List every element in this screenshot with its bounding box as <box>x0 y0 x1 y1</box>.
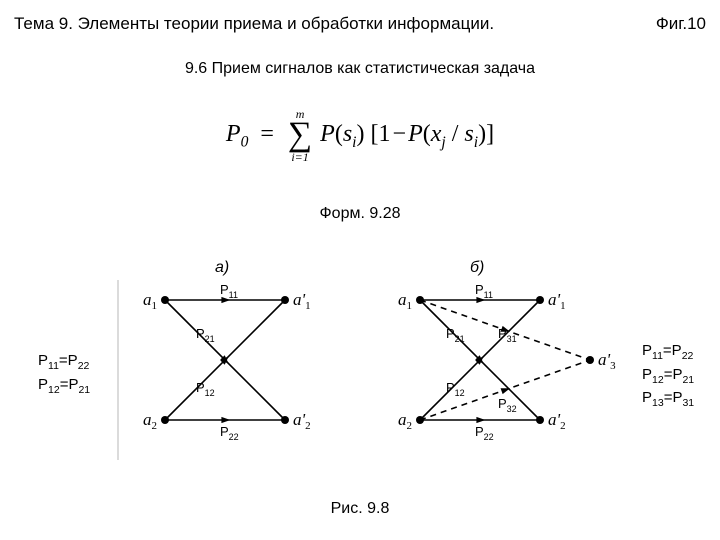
node-label: a'1 <box>548 290 566 312</box>
node <box>416 296 424 304</box>
lhs-sub: 0 <box>241 134 249 151</box>
panel-label: а) <box>215 259 229 276</box>
formula-label: Форм. 9.28 <box>0 205 720 223</box>
node <box>161 416 169 424</box>
edge-label: P11 <box>475 282 493 300</box>
node-label: a1 <box>143 290 157 312</box>
node-label: a'2 <box>293 410 311 432</box>
edge-label: P12 <box>446 380 465 398</box>
P-si: P(si) <box>320 121 370 147</box>
P-xj-si: P(xj / si) <box>408 121 486 147</box>
node-label: a1 <box>398 290 412 312</box>
figure-caption: Рис. 9.8 <box>0 500 720 518</box>
lhs-P: P <box>226 121 241 147</box>
edge-label: P12 <box>196 380 215 398</box>
figure-number: Фиг.10 <box>656 14 706 34</box>
node-label: a2 <box>398 410 412 432</box>
node <box>161 296 169 304</box>
summation: m ∑ i=1 <box>288 108 312 163</box>
node-label: a'2 <box>548 410 566 432</box>
node-label: a'1 <box>293 290 311 312</box>
formula-9-28: P0 = m ∑ i=1 P(si) [1−P(xj / si)] <box>0 108 720 163</box>
node <box>281 416 289 424</box>
node-label: a2 <box>143 410 157 432</box>
sum-lower: i=1 <box>288 151 312 163</box>
edge-label: P22 <box>475 424 494 442</box>
node <box>586 356 594 364</box>
edge-label: P31 <box>498 326 517 344</box>
panel-label: б) <box>470 259 484 276</box>
sigma-icon: ∑ <box>288 120 312 151</box>
section-subtitle: 9.6 Прием сигналов как статистическая за… <box>0 60 720 78</box>
node <box>536 296 544 304</box>
diagram-svg: а)P11P21P12P22a1a2a'1a'2б)P11P21P12P22P3… <box>0 250 720 490</box>
edge-label: P32 <box>498 396 517 414</box>
topic-title: Тема 9. Элементы теории приема и обработ… <box>14 14 494 33</box>
edge-label: P11 <box>220 282 238 300</box>
node-label: a'3 <box>598 350 616 372</box>
node <box>281 296 289 304</box>
diagram-9-8: а)P11P21P12P22a1a2a'1a'2б)P11P21P12P22P3… <box>0 250 720 490</box>
edge-label: P22 <box>220 424 239 442</box>
page-header: Тема 9. Элементы теории приема и обработ… <box>14 14 706 34</box>
node <box>536 416 544 424</box>
node <box>416 416 424 424</box>
equals: = <box>260 121 274 147</box>
